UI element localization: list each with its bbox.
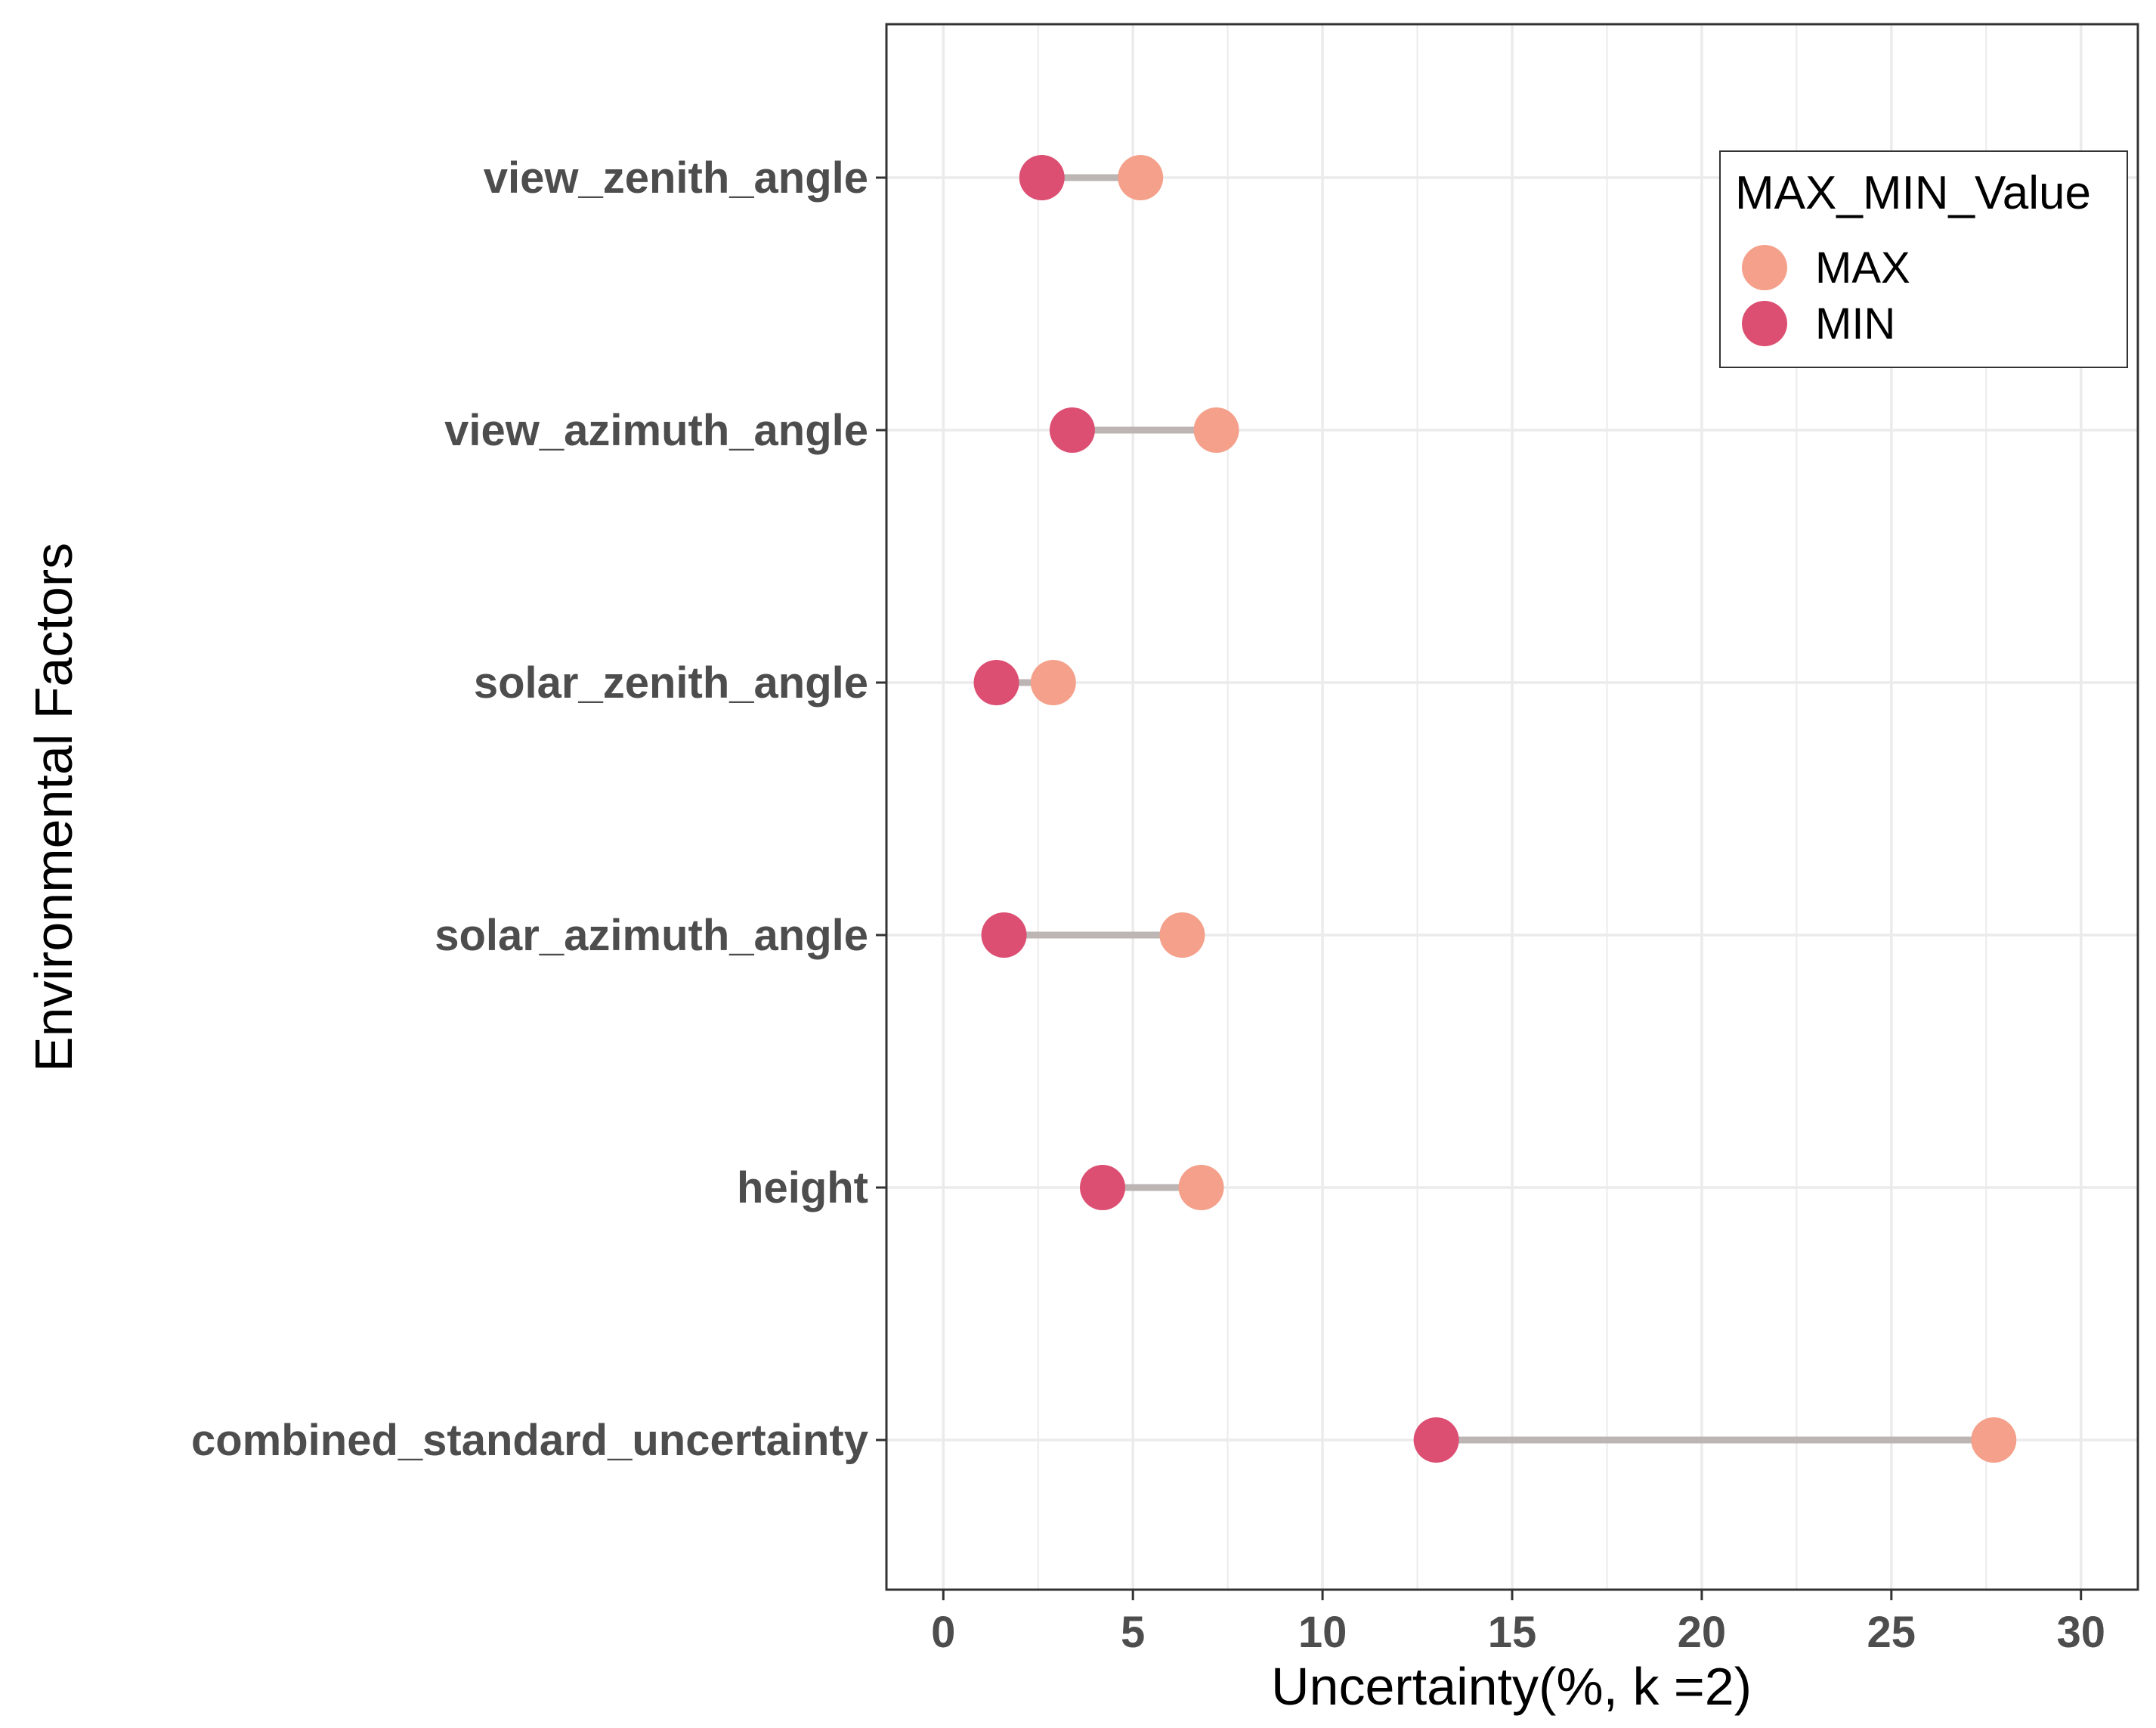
y-tick-label: view_zenith_angle bbox=[484, 153, 868, 203]
legend-title: MAX_MIN_Value bbox=[1735, 167, 2091, 219]
point-min-height bbox=[1080, 1165, 1126, 1210]
legend-label-min: MIN bbox=[1815, 299, 1895, 348]
point-max-solar_azimuth_angle bbox=[1159, 912, 1205, 958]
point-max-combined_standard_uncertainty bbox=[1971, 1417, 2017, 1463]
x-tick-label: 30 bbox=[2056, 1608, 2105, 1657]
legend-key-min bbox=[1742, 301, 1787, 346]
legend-box bbox=[1719, 150, 2128, 368]
y-tick-label: height bbox=[737, 1163, 868, 1212]
y-tick-label: view_azimuth_angle bbox=[444, 406, 868, 455]
x-tick-label: 0 bbox=[931, 1608, 955, 1657]
point-min-view_azimuth_angle bbox=[1049, 407, 1095, 453]
point-max-view_zenith_angle bbox=[1118, 155, 1164, 200]
x-tick-label: 15 bbox=[1488, 1608, 1537, 1657]
legend: MAX_MIN_Value MAX MIN bbox=[1719, 150, 2128, 368]
legend-key-max bbox=[1742, 245, 1787, 290]
point-max-height bbox=[1178, 1165, 1224, 1210]
x-axis-title: Uncertainty(%, k =2) bbox=[1271, 1657, 1752, 1716]
x-tick-label: 20 bbox=[1678, 1608, 1727, 1657]
point-min-combined_standard_uncertainty bbox=[1413, 1417, 1459, 1463]
point-min-solar_azimuth_angle bbox=[981, 912, 1027, 958]
legend-label-max: MAX bbox=[1815, 243, 1910, 293]
point-max-solar_zenith_angle bbox=[1030, 660, 1076, 705]
y-tick-label: solar_zenith_angle bbox=[474, 658, 868, 708]
x-tick-label: 10 bbox=[1298, 1608, 1347, 1657]
y-tick-label: solar_azimuth_angle bbox=[435, 911, 868, 960]
y-axis-title: Environmental Factors bbox=[24, 543, 83, 1072]
y-axis: view_zenith_angle view_azimuth_anglesolar… bbox=[191, 153, 886, 1465]
point-min-view_zenith_angle bbox=[1019, 155, 1065, 200]
x-axis: 0 5 10 15 20 25 30 bbox=[931, 1590, 2105, 1657]
x-tick-label: 5 bbox=[1121, 1608, 1145, 1657]
x-tick-label: 25 bbox=[1867, 1608, 1916, 1657]
y-tick-label: combined_standard_uncertainty bbox=[191, 1416, 868, 1465]
point-min-solar_zenith_angle bbox=[973, 660, 1019, 705]
data-points bbox=[973, 155, 2017, 1463]
point-max-view_azimuth_angle bbox=[1193, 407, 1239, 453]
